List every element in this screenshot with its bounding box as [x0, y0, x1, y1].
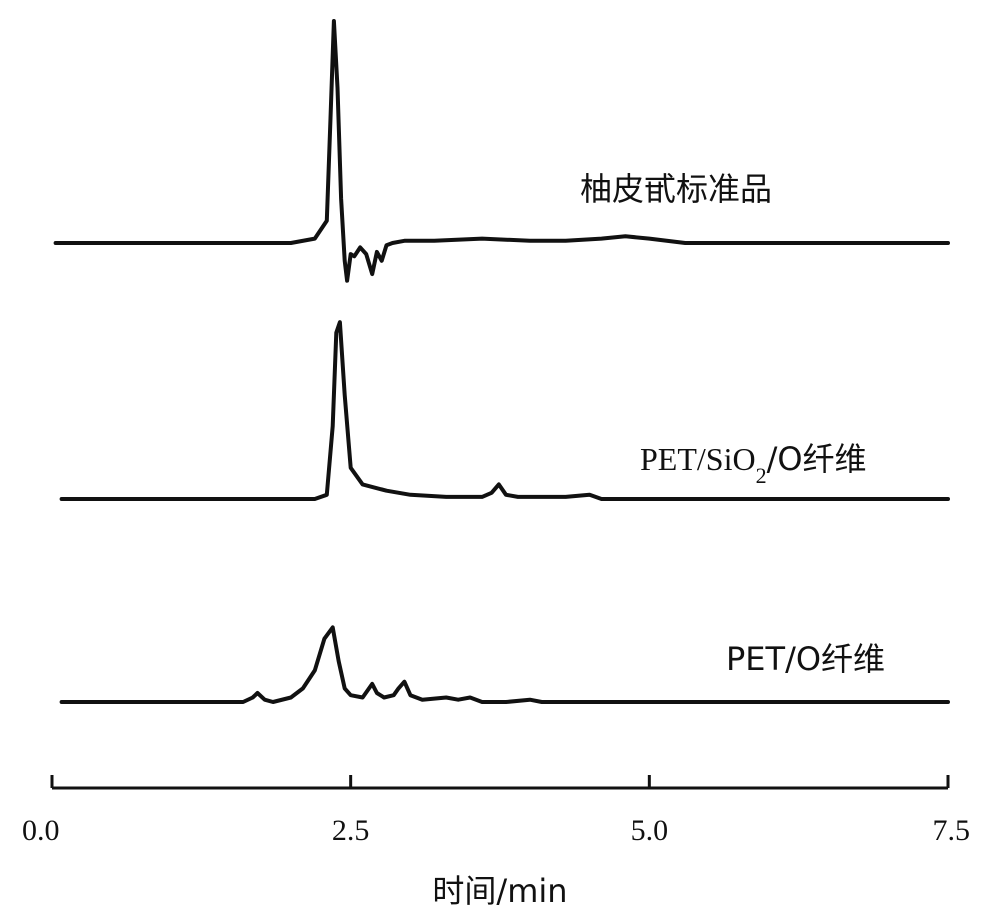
series-line-1: [53, 19, 950, 283]
series-label-2: PET/SiO2/O纤维: [640, 440, 867, 488]
traces: [53, 19, 950, 704]
series-line-2: [59, 320, 950, 501]
x-axis-ticks: 0.0 2.5 5.0 7.5: [22, 775, 970, 847]
x-tick-label-1: 0.0: [22, 814, 60, 847]
x-tick-label-2: 2.5: [332, 814, 370, 847]
x-tick-label-3: 5.0: [631, 814, 669, 847]
x-tick-label-4: 7.5: [933, 814, 971, 847]
series-labels: 柚皮甙标准品 PET/SiO2/O纤维 PET/O纤维: [580, 170, 885, 678]
x-axis-label: 时间/min: [432, 872, 567, 910]
x-axis: 0.0 2.5 5.0 7.5: [22, 775, 970, 847]
series-label-1: 柚皮甙标准品: [580, 170, 772, 208]
series-label-3: PET/O纤维: [726, 640, 885, 678]
series-line-3: [59, 625, 950, 704]
